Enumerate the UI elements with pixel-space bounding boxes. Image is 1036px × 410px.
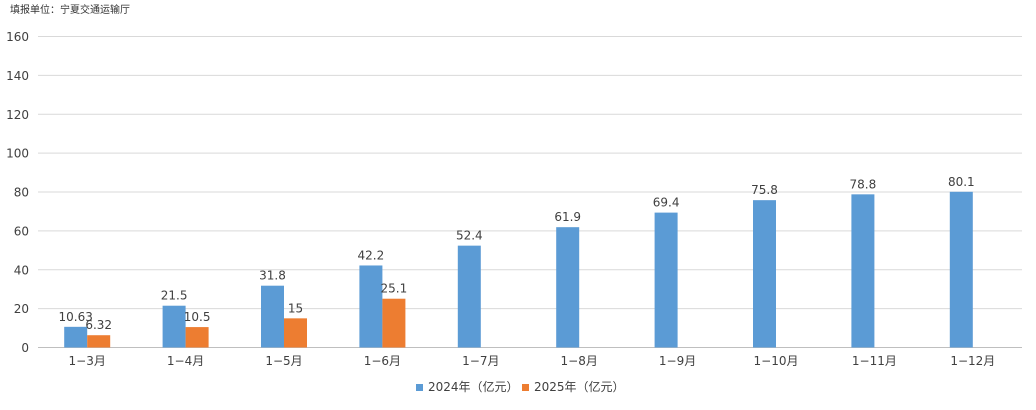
data-label: 10.5 <box>184 310 211 324</box>
bar-series-2024 <box>654 212 678 348</box>
y-tick-label: 80 <box>14 186 29 200</box>
legend-swatch <box>522 384 529 391</box>
data-labels: 10.636.32 21.5 10.5 31.8 15 42.2 25.1 52.4 61.9 6… <box>59 175 975 332</box>
x-tick-label: 1−5月 <box>265 354 302 368</box>
legend-label: 2025年（亿元） <box>534 379 625 394</box>
bar-series-2025 <box>185 327 209 348</box>
x-tick-label: 1−6月 <box>364 354 401 368</box>
bar-series-2024 <box>753 200 776 348</box>
data-label: 21.5 <box>161 289 188 303</box>
bar-series-2024 <box>457 245 481 348</box>
y-tick-label: 120 <box>6 108 29 122</box>
bar-series-2025 <box>284 318 307 348</box>
data-label: 61.9 <box>554 210 581 224</box>
y-tick-label: 140 <box>6 69 29 83</box>
y-tick-label: 160 <box>6 30 29 44</box>
data-label: 10.63 <box>59 310 93 324</box>
legend: 2024年（亿元） 2025年（亿元） <box>416 379 625 394</box>
x-tick-label: 1−11月 <box>852 354 897 368</box>
reporting-unit-note: 填报单位：宁夏交通运输厅 <box>10 5 130 16</box>
data-label: 31.8 <box>259 269 286 283</box>
legend-swatch <box>416 384 423 391</box>
bar-series-2024 <box>851 194 875 348</box>
legend-item: 2024年（亿元） <box>416 379 519 394</box>
bar-series-2024 <box>64 326 88 348</box>
bar-series-2024 <box>162 305 186 348</box>
bars <box>64 191 973 348</box>
bar-series-2025 <box>382 298 406 348</box>
bar-series-2024 <box>261 285 284 348</box>
y-tick-label: 20 <box>14 302 29 316</box>
data-label: 52.4 <box>456 229 483 243</box>
bar-series-2024 <box>556 227 580 348</box>
bar-series-2024 <box>359 265 383 348</box>
x-tick-label: 1−8月 <box>561 354 598 368</box>
bar-series-2024 <box>949 191 973 348</box>
legend-item: 2025年（亿元） <box>522 379 625 394</box>
x-tick-label: 1−7月 <box>462 354 499 368</box>
data-label: 42.2 <box>358 248 385 262</box>
x-tick-label: 1−10月 <box>754 354 799 368</box>
data-label: 78.8 <box>850 177 877 191</box>
bar-series-2025 <box>87 335 111 348</box>
x-tick-label: 1−4月 <box>167 354 204 368</box>
y-tick-label: 40 <box>14 263 29 277</box>
data-label: 80.1 <box>948 175 975 189</box>
y-tick-label: 60 <box>14 224 29 238</box>
y-tick-label: 0 <box>21 341 29 355</box>
x-tick-label: 1−9月 <box>659 354 696 368</box>
legend-label: 2024年（亿元） <box>428 379 519 394</box>
data-label: 69.4 <box>653 196 680 210</box>
x-tick-label: 1−3月 <box>69 354 106 368</box>
data-label: 75.8 <box>751 183 778 197</box>
y-tick-label: 100 <box>6 147 29 161</box>
x-tick-label: 1−12月 <box>950 354 995 368</box>
data-label: 6.32 <box>85 318 112 332</box>
data-label: 15 <box>288 301 303 315</box>
data-label: 25.1 <box>381 282 408 296</box>
